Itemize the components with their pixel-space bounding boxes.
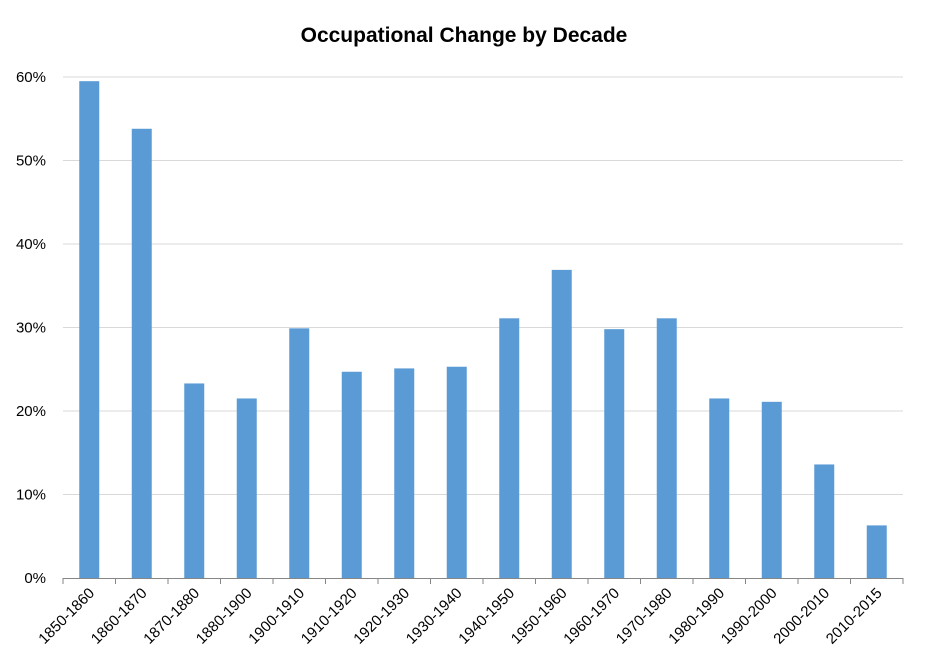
bar [394, 368, 415, 578]
x-tick-label: 1980-1990 [665, 585, 728, 648]
x-tick-label: 1910-1920 [298, 585, 361, 648]
x-axis-ticks: 1850-18601860-18701870-18801880-19001900… [35, 585, 885, 648]
bar [289, 328, 310, 578]
x-tick-label: 1880-1900 [193, 585, 256, 648]
x-tick-label: 1950-1960 [508, 585, 571, 648]
y-tick-label: 40% [16, 236, 46, 253]
y-tick-label: 10% [16, 487, 46, 504]
x-tick-label: 2000-2010 [770, 585, 833, 648]
bar [131, 128, 152, 578]
x-tick-label: 1940-1950 [455, 585, 518, 648]
bar [761, 401, 782, 578]
bar [551, 269, 572, 578]
x-tick-label: 1930-1940 [403, 585, 466, 648]
y-tick-label: 20% [16, 403, 46, 420]
y-tick-label: 50% [16, 153, 46, 170]
x-tick-label: 1970-1980 [613, 585, 676, 648]
bar [656, 318, 677, 578]
y-tick-label: 60% [16, 69, 46, 86]
bar [709, 398, 730, 578]
bar [79, 81, 100, 579]
x-tick-label: 1990-2000 [718, 585, 781, 648]
bar [604, 329, 625, 578]
chart-title: Occupational Change by Decade [301, 24, 628, 47]
x-axis [62, 578, 904, 584]
bar [814, 464, 835, 578]
bar [236, 398, 257, 578]
bar [866, 525, 887, 578]
x-tick-label: 1960-1970 [560, 585, 623, 648]
x-tick-label: 2010-2015 [823, 585, 886, 648]
bars [79, 81, 887, 579]
x-tick-label: 1850-1860 [35, 585, 98, 648]
y-tick-label: 30% [16, 320, 46, 337]
y-axis-ticks: 0% 10% 20% 30% 40% 50% 60% [16, 69, 46, 587]
x-tick-label: 1860-1870 [88, 585, 151, 648]
bar [184, 383, 205, 578]
y-tick-label: 0% [24, 570, 46, 587]
bar [341, 371, 362, 578]
bar [446, 366, 467, 578]
x-tick-label: 1920-1930 [350, 585, 413, 648]
x-tick-label: 1900-1910 [245, 585, 308, 648]
x-tick-label: 1870-1880 [140, 585, 203, 648]
bar [499, 318, 520, 578]
